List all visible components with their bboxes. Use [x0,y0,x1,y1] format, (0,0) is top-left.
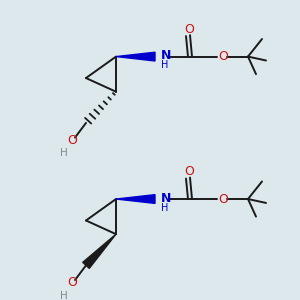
Polygon shape [83,234,116,268]
Text: N: N [161,192,171,205]
Polygon shape [116,195,155,203]
Text: O: O [184,23,194,36]
Text: H: H [161,60,168,70]
Polygon shape [116,52,155,61]
Text: H: H [60,148,68,158]
Text: H: H [161,203,168,213]
Text: H: H [60,291,68,300]
Text: N: N [161,49,171,62]
Text: O: O [184,165,194,178]
Text: O: O [218,50,228,63]
Text: O: O [67,134,77,147]
Text: O: O [218,193,228,206]
Text: O: O [67,276,77,290]
